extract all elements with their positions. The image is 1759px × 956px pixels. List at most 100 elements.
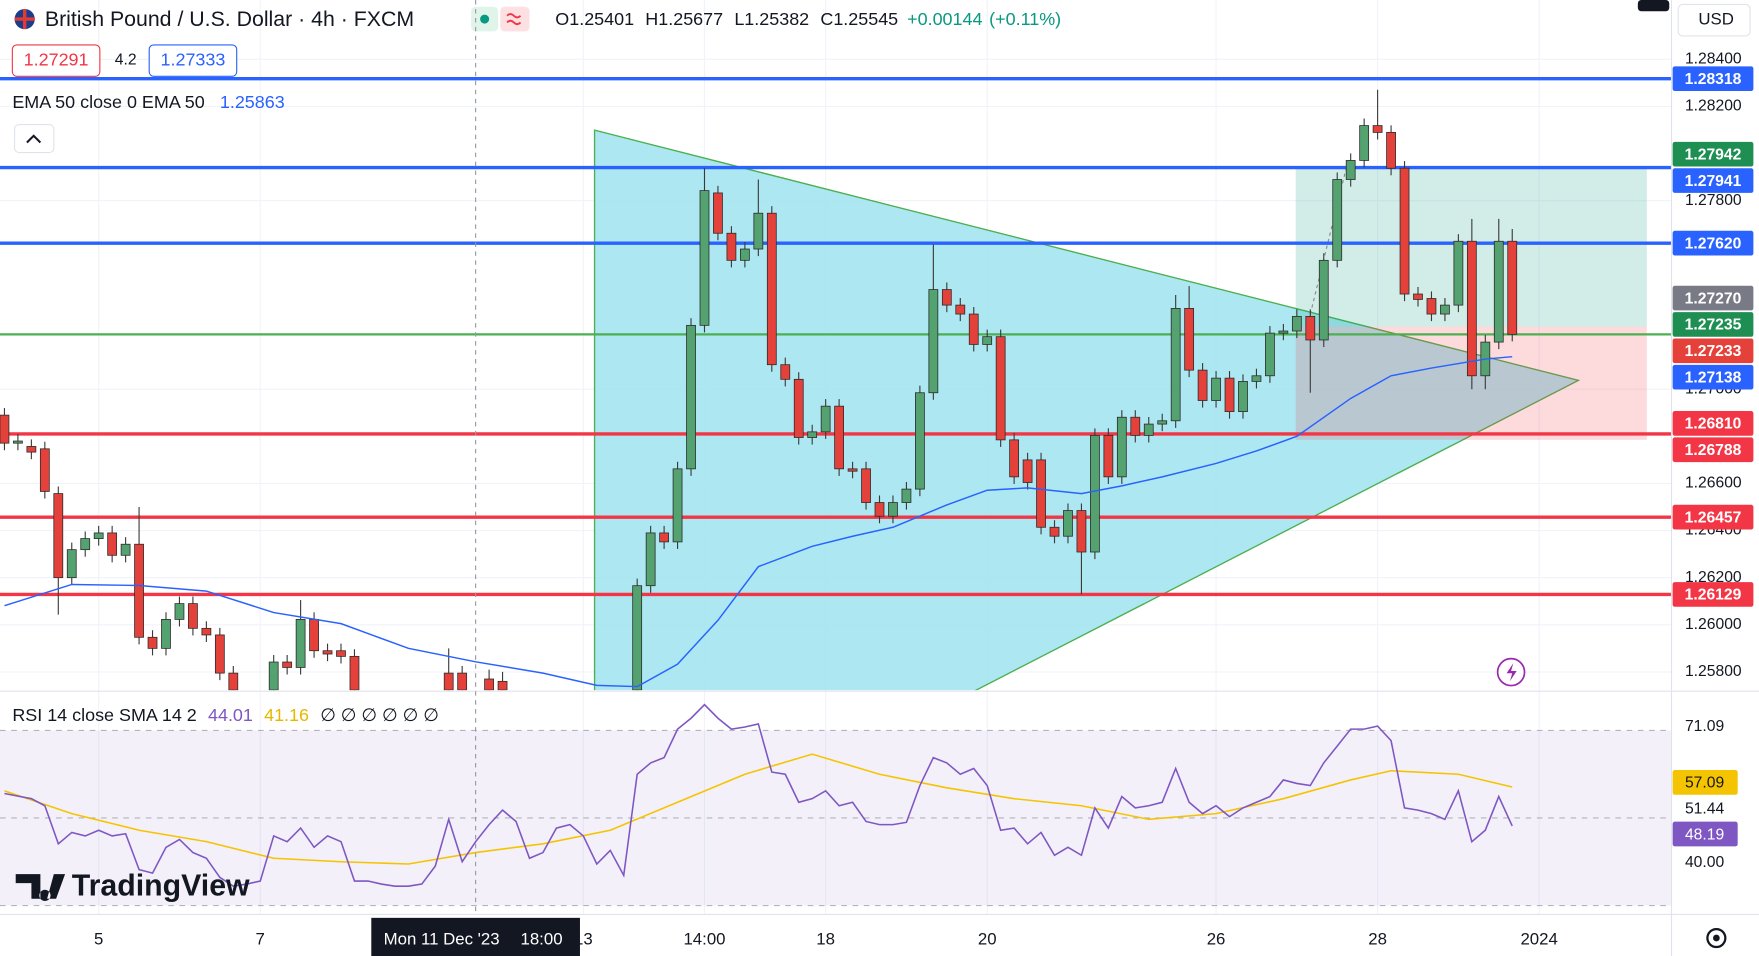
candle-body	[995, 336, 1006, 441]
candle-body	[780, 364, 791, 380]
settings-hub	[1713, 934, 1720, 942]
ohlc-key: H	[645, 9, 658, 29]
currency-button[interactable]	[1677, 3, 1751, 37]
candle-body	[282, 661, 293, 668]
candle-body	[309, 618, 319, 652]
y-tick-label: 1.26600	[1685, 475, 1742, 492]
y-tick-label: 1.28400	[1685, 51, 1742, 68]
x-tick-label: 28	[1368, 930, 1387, 949]
candle-body	[1386, 132, 1396, 169]
candle-body	[349, 655, 360, 691]
change-pct: (+0.11%)	[989, 9, 1061, 29]
candle-body	[1291, 316, 1302, 332]
candle-body	[713, 192, 723, 234]
price-label: 1.27941	[1685, 173, 1742, 190]
candle-body	[107, 532, 118, 556]
candle-body	[699, 190, 710, 326]
collapse-button[interactable]	[14, 123, 55, 154]
candle-body	[686, 324, 696, 470]
candle-body	[66, 549, 77, 579]
candle-body	[955, 304, 966, 315]
candle-body	[1345, 160, 1356, 180]
candle-body	[13, 440, 23, 444]
x-tick-label: 20	[978, 930, 997, 949]
price-label-bg	[1672, 411, 1754, 436]
candle-body	[1090, 434, 1100, 553]
y-tick-label: 1.25800	[1685, 663, 1742, 680]
candle-body	[834, 405, 844, 470]
info-button[interactable]	[1637, 0, 1670, 12]
candle-body	[1224, 377, 1235, 412]
candle-body	[188, 603, 198, 629]
price-label-bg	[1672, 338, 1754, 364]
rsi-legend-value: 44.01	[208, 705, 253, 725]
candle-body	[443, 672, 454, 691]
settings-button[interactable]	[1706, 927, 1727, 949]
candle-body	[120, 543, 131, 556]
candle-body	[228, 672, 239, 691]
candle-body	[672, 468, 683, 543]
candle-body	[39, 448, 50, 492]
brand-name: TradingView	[72, 870, 250, 903]
rsi-axis-label: 51.44	[1685, 800, 1725, 817]
candle-body	[968, 313, 979, 345]
rsi-axis-label: 40.00	[1685, 854, 1725, 871]
rsi-axis-label: 71.09	[1685, 718, 1724, 735]
rsi-legend: RSI 14 close SMA 14 2 44.01 41.16 ∅ ∅ ∅ ∅ ∅…	[12, 705, 439, 725]
candle-body	[1103, 434, 1114, 478]
candle-body	[201, 627, 212, 636]
candle-body	[1116, 416, 1127, 478]
rsi-legend-extra: ∅ ∅ ∅ ∅ ∅ ∅	[320, 705, 439, 725]
ohlc-value: 1.25545	[833, 9, 898, 29]
candle-body	[888, 502, 898, 517]
candle-body	[847, 468, 858, 472]
candle-body	[80, 538, 91, 551]
rsi-label-bg	[1672, 821, 1738, 847]
candle-body	[928, 289, 939, 394]
candle-body	[214, 634, 225, 674]
rsi-legend-name: RSI 14 close SMA 14 2	[12, 705, 196, 725]
ohlc-key: O	[555, 9, 569, 29]
y-tick-label: 1.26000	[1685, 616, 1742, 633]
candle-body	[147, 636, 158, 649]
price-label-bg	[1672, 230, 1754, 256]
price-label-bg	[1672, 437, 1754, 463]
currency[interactable]: USD	[1698, 10, 1733, 29]
candle-body	[53, 493, 64, 579]
buy-price[interactable]: 1.27333	[161, 49, 226, 69]
brand-logo	[15, 874, 66, 902]
sell-price[interactable]: 1.27291	[24, 49, 89, 69]
candle-body	[1466, 240, 1477, 377]
crosshair-date: Mon 11 Dec '23	[384, 930, 500, 949]
candle-body	[1372, 125, 1383, 133]
candle-body	[1413, 293, 1423, 300]
position-path	[1309, 168, 1347, 315]
buy-button[interactable]	[148, 44, 238, 77]
candle-body	[1332, 179, 1343, 261]
ema-legend: EMA 50 close 0 EMA 50	[12, 92, 204, 112]
price-label: 1.27942	[1685, 146, 1742, 163]
ohlc-key: C	[820, 9, 833, 29]
ema-line	[4, 355, 1513, 688]
candle-body	[1265, 332, 1275, 377]
candle-body	[726, 232, 737, 261]
triangle-drawing	[593, 129, 1581, 691]
y-tick-label: 1.26200	[1685, 569, 1742, 586]
candle-body	[861, 468, 871, 503]
x-tick-label: 18	[816, 930, 835, 949]
crosshair-time: 18:00	[521, 930, 563, 949]
candle-body	[739, 248, 750, 261]
candle-body	[1251, 375, 1262, 382]
candle-body	[1359, 125, 1370, 161]
ohlc-legend: O1.25401 H1.25677 L1.25382 C1.25545 +0.00144…	[555, 9, 1061, 29]
flag-cross	[14, 8, 35, 30]
candle-body	[1049, 526, 1060, 537]
rsi-legend-sma: 41.16	[264, 705, 309, 725]
sell-button[interactable]	[11, 44, 101, 77]
price-label: 1.27235	[1685, 317, 1742, 334]
candle-body	[1036, 459, 1046, 528]
candle-body	[982, 336, 993, 345]
rsi-label-bg	[1672, 770, 1738, 795]
market-open-dot	[480, 14, 490, 24]
price-label-bg	[1672, 285, 1754, 311]
